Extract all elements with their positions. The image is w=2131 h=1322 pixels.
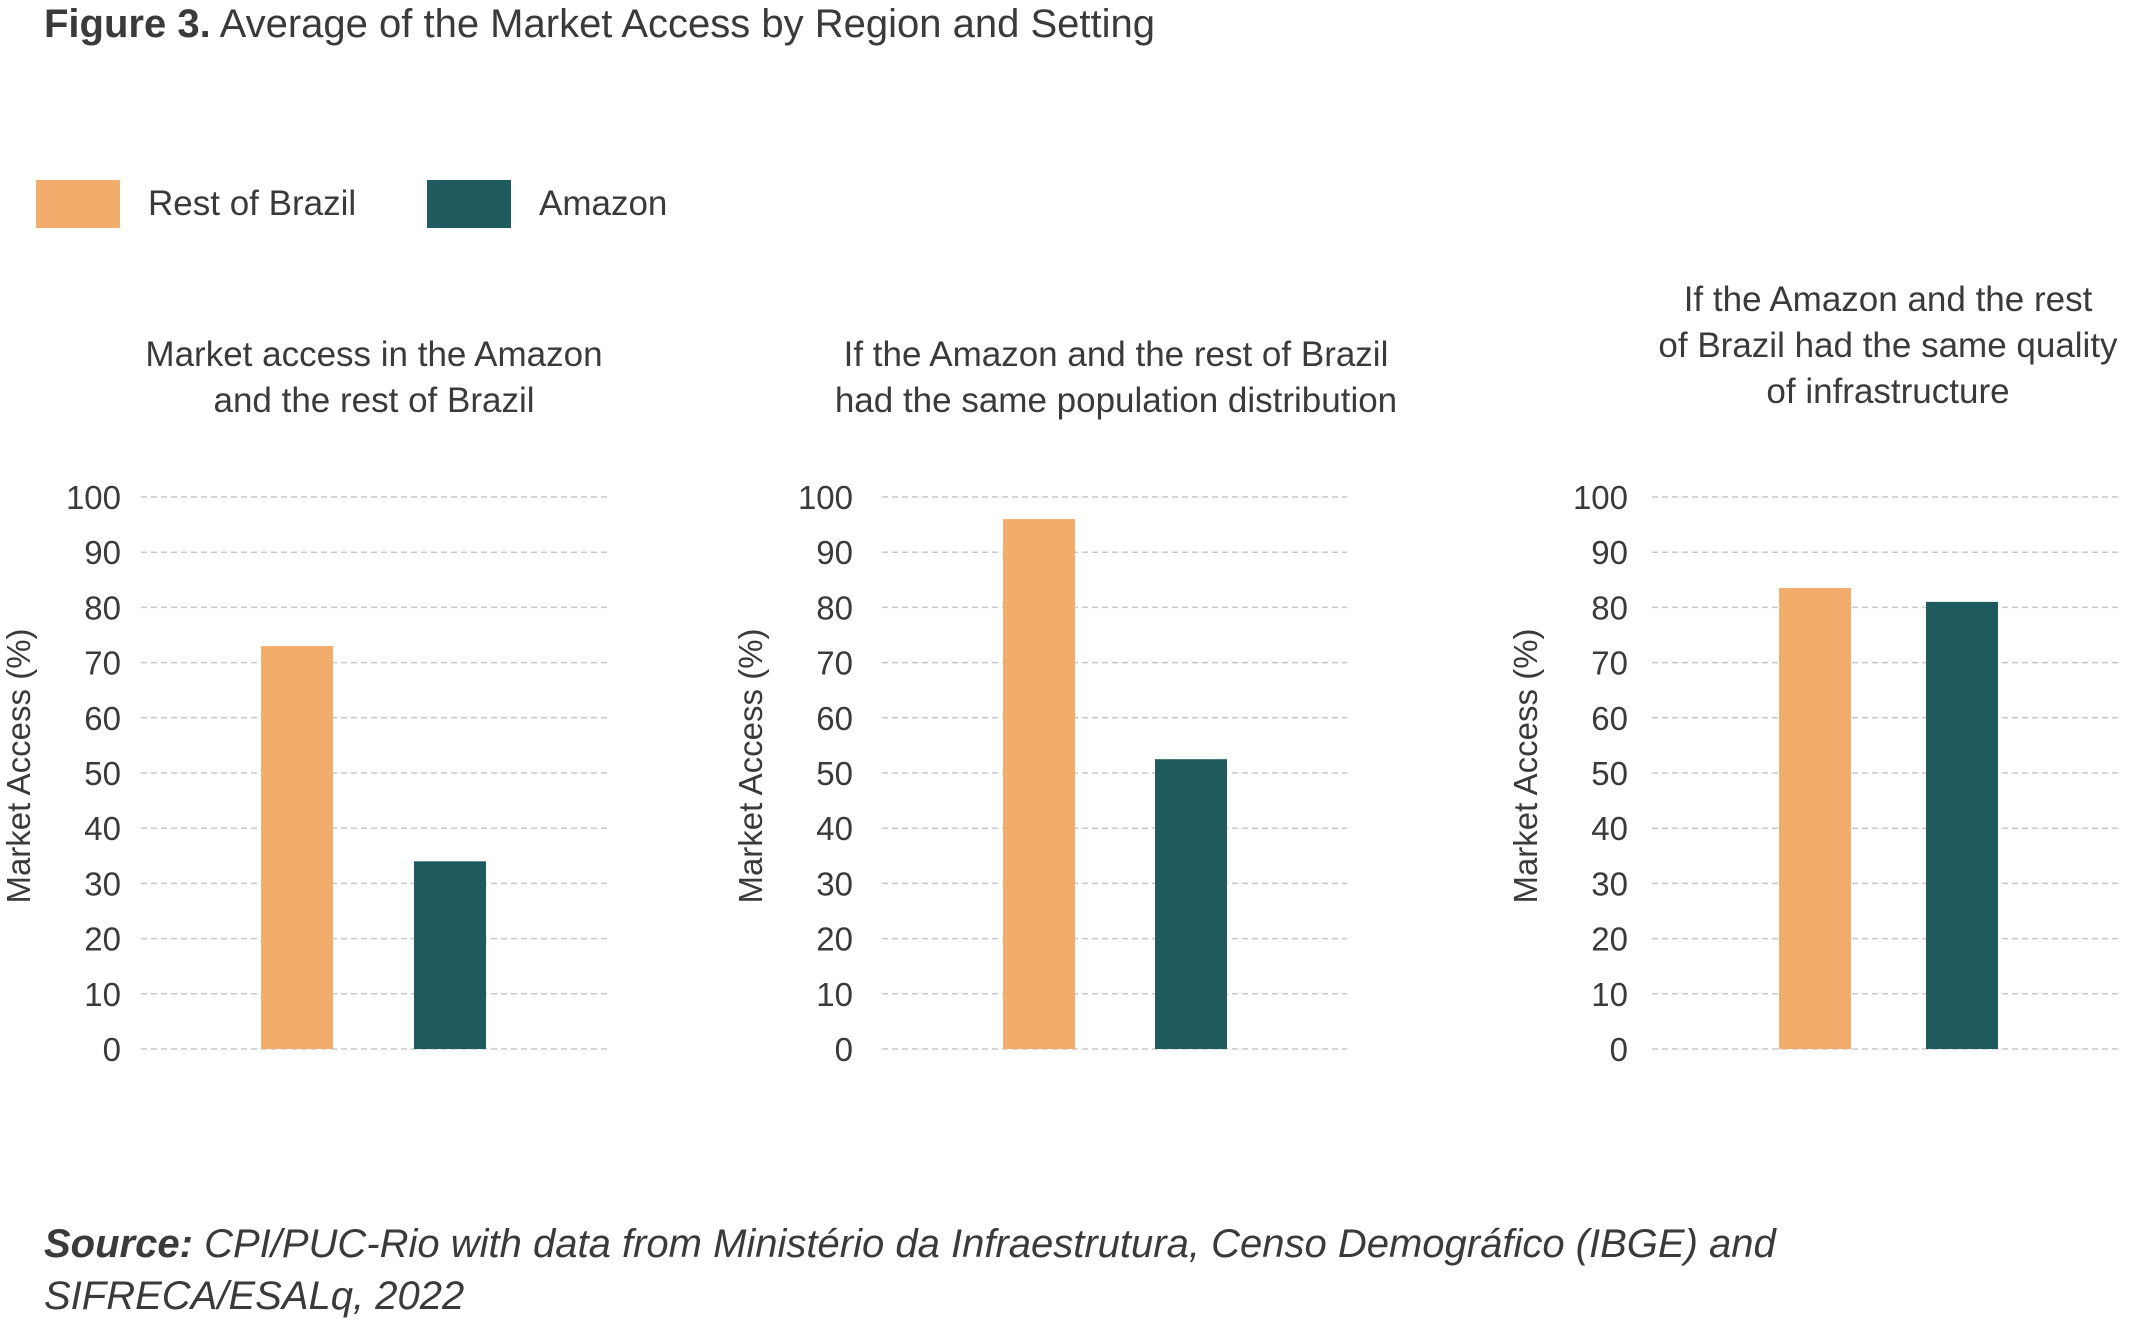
chart-1-bar-amazon [414,861,486,1049]
chart-3-ytick-60: 60 [1591,700,1628,737]
chart-3-ytick-100: 100 [1573,479,1628,516]
figure-label: Figure 3. [44,2,211,46]
chart-3-ytick-30: 30 [1591,865,1628,902]
chart-2-ytick-20: 20 [816,921,853,958]
source-note: Source: CPI/PUC-Rio with data from Minis… [44,1218,1944,1322]
chart-3-ytick-70: 70 [1591,645,1628,682]
chart-2-ylabel: Market Access (%) [732,628,769,903]
chart-1-ytick-90: 90 [84,534,121,571]
chart-1-ytick-60: 60 [84,700,121,737]
chart-2-ytick-10: 10 [816,976,853,1013]
chart-2-ytick-80: 80 [816,589,853,626]
chart-1-title-line-2: and the rest of Brazil [214,381,535,420]
chart-3-ytick-10: 10 [1591,976,1628,1013]
legend-label-rest-of-brazil: Rest of Brazil [148,184,357,223]
chart-1-ytick-80: 80 [84,589,121,626]
chart-2-bar-rest-of-brazil [1003,519,1075,1049]
chart-3-title-line-1: If the Amazon and the rest [1684,280,2093,319]
chart-1-title-line-1: Market access in the Amazon [145,335,602,374]
chart-1-bar-rest-of-brazil [261,646,333,1049]
figure-title: Figure 3. Average of the Market Access b… [44,2,1155,47]
chart-1-ytick-50: 50 [84,755,121,792]
chart-2-title-line-2: had the same population distribution [835,381,1397,420]
chart-3-ytick-90: 90 [1591,534,1628,571]
chart-1-ytick-0: 0 [103,1031,121,1068]
charts-canvas: Market access in the Amazon and the rest … [0,280,2118,1068]
chart-2-ytick-0: 0 [835,1031,853,1068]
chart-1-ylabel: Market Access (%) [0,628,37,903]
chart-3-ytick-80: 80 [1591,589,1628,626]
chart-1-ytick-40: 40 [84,810,121,847]
chart-1-ytick-10: 10 [84,976,121,1013]
chart-3-bar-amazon [1926,601,1998,1049]
chart-3-ytick-40: 40 [1591,810,1628,847]
source-label: Source: [44,1222,193,1266]
chart-2-ytick-40: 40 [816,810,853,847]
chart-1-ytick-70: 70 [84,645,121,682]
chart-2-ytick-30: 30 [816,865,853,902]
chart-3-ytick-20: 20 [1591,921,1628,958]
chart-2-ytick-70: 70 [816,645,853,682]
chart-3-bar-rest-of-brazil [1779,588,1851,1049]
chart-3-ytick-50: 50 [1591,755,1628,792]
chart-1-ytick-100: 100 [66,479,121,516]
legend-label-amazon: Amazon [539,184,668,223]
chart-2-ytick-50: 50 [816,755,853,792]
legend-swatch-amazon [427,180,511,228]
chart-2-bar-amazon [1155,759,1227,1049]
chart-3-ylabel: Market Access (%) [1507,628,1544,903]
chart-2-title-line-1: If the Amazon and the rest of Brazil [844,335,1389,374]
chart-2-ytick-90: 90 [816,534,853,571]
source-text: CPI/PUC-Rio with data from Ministério da… [44,1222,1776,1318]
chart-3-ytick-0: 0 [1610,1031,1628,1068]
figure-title-text: Average of the Market Access by Region a… [219,2,1155,46]
chart-2-ytick-60: 60 [816,700,853,737]
chart-2-ytick-100: 100 [798,479,853,516]
legend-swatch-rest-of-brazil [36,180,120,228]
chart-3-title-line-2: of Brazil had the same quality [1658,326,2118,365]
chart-3-title-line-3: of infrastructure [1766,372,2009,411]
chart-1-ytick-30: 30 [84,865,121,902]
chart-1-ytick-20: 20 [84,921,121,958]
